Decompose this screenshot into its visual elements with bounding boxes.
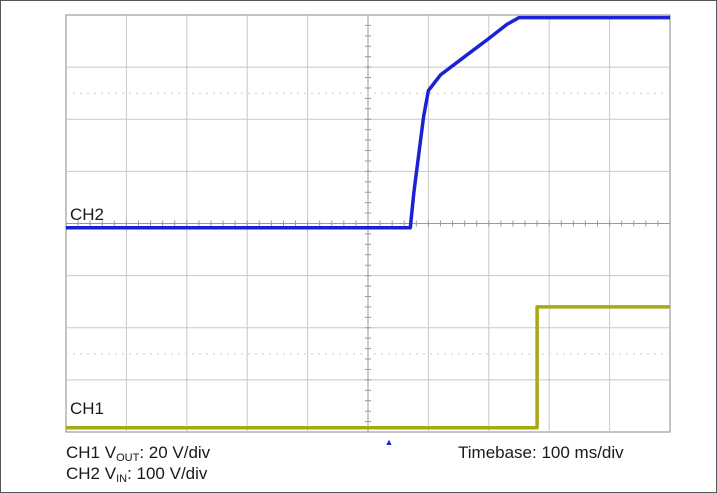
ch2-scale-prefix: CH2 V <box>66 464 117 483</box>
ch1-scale-sub: OUT <box>116 452 140 464</box>
ch2-scale-suffix: : 100 V/div <box>127 464 208 483</box>
ch2-scale-sub: IN <box>116 473 128 485</box>
ch2-scale-caption: CH2 VIN: 100 V/div <box>66 464 208 485</box>
trace-ch2 <box>66 15 670 230</box>
ch1-scale-caption: CH1 VOUT: 20 V/div <box>66 443 211 464</box>
ch1-scale-prefix: CH1 V <box>66 443 117 462</box>
scope-traces <box>66 15 670 430</box>
ch1-scale-suffix: : 20 V/div <box>139 443 211 462</box>
trigger-position-icon: ▲ <box>385 437 394 447</box>
ch2-label: CH2 <box>70 205 104 224</box>
scope-grid <box>65 14 671 433</box>
timebase-caption: Timebase: 100 ms/div <box>458 443 624 462</box>
ch1-label: CH1 <box>70 399 104 418</box>
trace-ch1 <box>66 305 670 430</box>
